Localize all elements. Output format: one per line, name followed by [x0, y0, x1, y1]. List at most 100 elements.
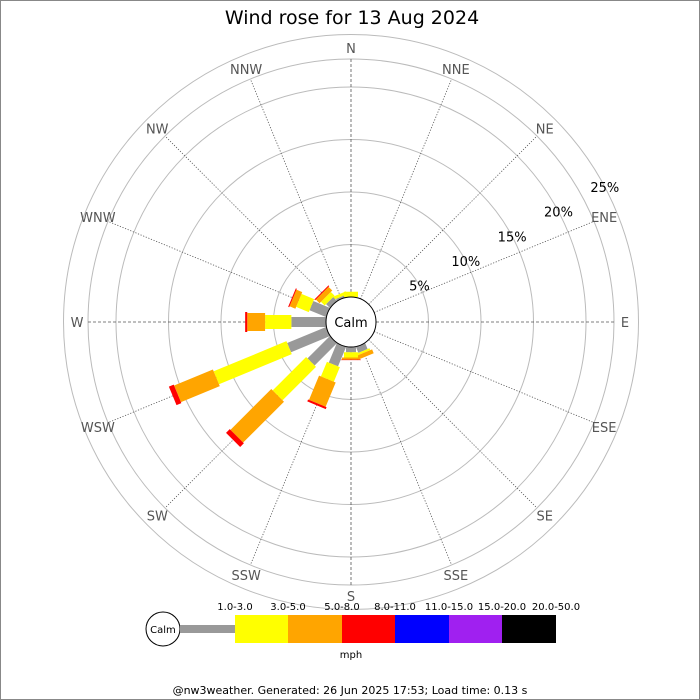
spoke-nne	[360, 78, 453, 300]
legend-units: mph	[340, 650, 362, 661]
bar-w-bin-3	[245, 312, 248, 332]
legend-label-1: 3.0-5.0	[270, 602, 305, 613]
direction-label-ne: NE	[536, 122, 554, 137]
bar-group-w	[245, 312, 326, 332]
direction-label-w: W	[71, 316, 84, 331]
bar-s-bin-3	[341, 359, 361, 361]
bar-nnw-bin-0	[336, 295, 347, 301]
spoke-ese	[373, 331, 595, 424]
bar-w-bin-2	[247, 313, 266, 331]
bar-sse-bin-1	[356, 348, 371, 356]
direction-label-sw: SW	[147, 510, 168, 525]
bar-sw-bin-0	[307, 336, 337, 366]
spoke-sse	[360, 344, 453, 566]
direction-label-wnw: WNW	[80, 211, 116, 226]
bar-group-sw	[226, 336, 337, 447]
wind-bars	[168, 285, 374, 447]
legend-swatch-5	[449, 615, 502, 643]
bar-w-bin-1	[265, 315, 292, 329]
speed-legend: Calm mph 1.0-3.0 3.0-5.0 5.0-8.0 8.0-11.0 11…	[145, 602, 580, 661]
ring-label-15: 15%	[498, 230, 527, 245]
bar-n-bin-1	[344, 291, 358, 297]
direction-label-ese: ESE	[592, 421, 617, 436]
bar-wsw-bin-0	[287, 326, 330, 353]
bar-wnw-bin-3	[288, 288, 297, 308]
footer-text: @nw3weather. Generated: 26 Jun 2025 17:5…	[173, 684, 528, 697]
spoke-nw	[164, 135, 334, 305]
legend-label-4: 11.0-15.0	[425, 602, 473, 613]
legend-label-2: 5.0-8.0	[324, 602, 359, 613]
bar-nw-bin-3	[314, 285, 330, 301]
bar-ssw-bin-0	[328, 343, 347, 367]
legend-label-5: 15.0-20.0	[478, 602, 526, 613]
bar-sw-bin-2	[230, 388, 285, 443]
bar-wnw-bin-2	[289, 289, 303, 309]
bar-s-bin-2	[342, 357, 360, 360]
grid-ring-25	[63, 34, 639, 610]
bar-ssw-bin-2	[309, 375, 336, 407]
legend-swatch-1	[235, 615, 288, 643]
polar-grid	[63, 34, 639, 610]
direction-label-sse: SSE	[443, 569, 468, 584]
bar-w-bin-0	[291, 317, 326, 327]
bar-sw-bin-3	[226, 429, 244, 447]
bar-wsw-bin-3	[168, 384, 182, 406]
bar-wsw-bin-2	[174, 369, 220, 403]
direction-label-e: E	[621, 316, 629, 331]
direction-labels: N NNE NE ENE E ESE SE SSE S SSW SW WSW W WNW NW NNW 5% 10…	[71, 42, 630, 605]
direction-label-n: N	[346, 42, 356, 57]
bar-wsw-bin-1	[213, 341, 292, 385]
bar-group-nnw	[332, 291, 348, 301]
bar-sse-bin-0	[355, 343, 368, 353]
direction-label-nne: NNE	[442, 63, 470, 78]
legend-swatch-0	[180, 625, 235, 633]
bar-group-s	[341, 347, 361, 361]
direction-label-ene: ENE	[591, 211, 617, 226]
bar-wnw-bin-1	[296, 293, 315, 313]
direction-label-nnw: NNW	[230, 63, 262, 78]
bar-group-ssw	[307, 343, 347, 410]
bar-nw-bin-0	[326, 297, 337, 308]
calm-label: Calm	[334, 316, 367, 331]
bar-s-bin-0	[346, 347, 356, 353]
bar-group-wsw	[168, 326, 330, 406]
bar-ssw-bin-1	[320, 361, 340, 382]
ring-label-10: 10%	[451, 255, 480, 270]
ring-label-25: 25%	[590, 181, 619, 196]
direction-label-wsw: WSW	[81, 421, 115, 436]
direction-label-nw: NW	[146, 122, 169, 137]
ring-label-20: 20%	[544, 206, 573, 221]
bar-s-bin-1	[344, 352, 358, 358]
ring-label-5: 5%	[409, 280, 430, 295]
legend-swatch-3	[342, 615, 395, 643]
spoke-wnw	[107, 220, 329, 313]
legend-label-6: 20.0-50.0	[532, 602, 580, 613]
legend-label-0: 1.0-3.0	[217, 602, 252, 613]
spoke-ne	[368, 135, 538, 305]
bar-ssw-bin-3	[307, 399, 327, 410]
bar-nw-bin-2	[315, 286, 333, 304]
direction-label-se: SE	[537, 510, 553, 525]
spoke-nnw	[249, 78, 342, 300]
bar-nw-bin-1	[320, 291, 335, 306]
bar-sw-bin-1	[272, 357, 316, 401]
legend-swatch-2	[288, 615, 342, 643]
legend-swatch-6	[502, 615, 556, 643]
direction-label-s: S	[347, 590, 355, 605]
calm-center: Calm	[325, 296, 377, 348]
bar-group-nw	[314, 285, 337, 308]
legend-calm-label: Calm	[150, 625, 176, 636]
bar-wnw-bin-0	[309, 300, 330, 318]
bar-group-n	[344, 291, 358, 297]
chart-title: Wind rose for 13 Aug 2024	[225, 7, 479, 29]
bar-nnw-bin-1	[332, 291, 348, 300]
spoke-ene	[373, 220, 595, 313]
bar-group-wnw	[288, 288, 330, 318]
bar-group-sse	[355, 343, 374, 361]
bar-sse-bin-2	[355, 349, 374, 361]
direction-label-ssw: SSW	[231, 569, 261, 584]
legend-swatch-4	[395, 615, 449, 643]
spoke-se	[368, 339, 538, 509]
calm-circle	[325, 296, 377, 348]
